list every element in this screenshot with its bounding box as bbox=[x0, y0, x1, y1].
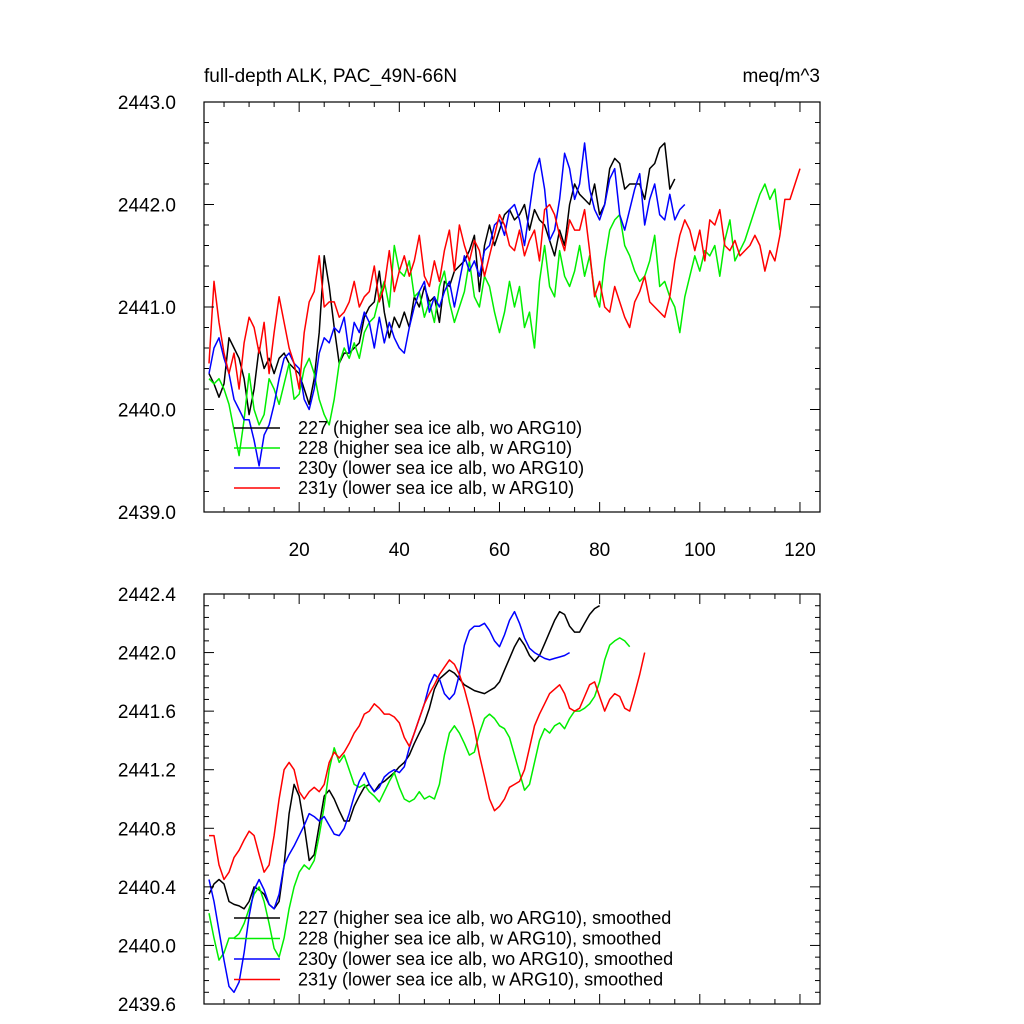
x-tick-label: 100 bbox=[684, 540, 716, 561]
top-series-group bbox=[208, 142, 801, 467]
x-tick-label: 80 bbox=[589, 540, 610, 561]
x-tick-label: 120 bbox=[784, 540, 816, 561]
x-tick-label: 20 bbox=[289, 540, 310, 561]
legend-label: 228 (higher sea ice alb, w ARG10), smoot… bbox=[298, 929, 661, 949]
y-tick-label: 2440.4 bbox=[118, 878, 177, 899]
bottom-axis-ticks: 2439.6 2440.0 2440.4 2440.8 2441.2 2441.6 2442… bbox=[118, 585, 820, 1016]
legend-label: 227 (higher sea ice alb, wo ARG10) bbox=[298, 418, 582, 438]
legend-label: 230y (lower sea ice alb, wo ARG10) bbox=[298, 458, 584, 478]
y-tick-label: 2440.0 bbox=[118, 401, 176, 422]
bottom-series-group bbox=[208, 605, 646, 994]
y-tick-label: 2441.6 bbox=[118, 702, 176, 723]
legend-label: 230y (lower sea ice alb, wo ARG10), smoo… bbox=[298, 949, 673, 969]
x-tick-label: 60 bbox=[489, 540, 510, 561]
y-tick-label: 2440.0 bbox=[118, 936, 176, 957]
y-tick-label: 2442.4 bbox=[118, 585, 177, 606]
top-legend: 227 (higher sea ice alb, wo ARG10)228 (h… bbox=[234, 418, 584, 498]
series-line-1 bbox=[208, 142, 676, 416]
y-tick-label: 2441.0 bbox=[118, 298, 176, 319]
legend-label: 227 (higher sea ice alb, wo ARG10), smoo… bbox=[298, 908, 671, 928]
series-line-4 bbox=[209, 652, 646, 881]
series-line-3 bbox=[208, 142, 686, 467]
top-chart-panel: full-depth ALK, PAC_49N-66N meq/m^3 2439… bbox=[118, 66, 821, 561]
x-tick-label: 40 bbox=[389, 540, 410, 561]
series-line-1 bbox=[208, 605, 600, 910]
bottom-chart-panel: 2439.6 2440.0 2440.4 2440.8 2441.2 2441.6 2442… bbox=[118, 585, 821, 1016]
bottom-plot-frame bbox=[203, 593, 821, 1005]
series-line-4 bbox=[208, 168, 801, 390]
series-line-3 bbox=[208, 610, 570, 994]
series-line-2 bbox=[208, 183, 781, 457]
y-tick-label: 2439.0 bbox=[118, 503, 176, 524]
legend-label: 228 (higher sea ice alb, w ARG10) bbox=[298, 438, 572, 458]
legend-label: 231y (lower sea ice alb, w ARG10) bbox=[298, 478, 574, 498]
chart-title: full-depth ALK, PAC_49N-66N bbox=[204, 66, 457, 87]
bottom-legend: 227 (higher sea ice alb, wo ARG10), smoo… bbox=[234, 908, 673, 990]
y-tick-label: 2442.0 bbox=[118, 644, 176, 665]
y-tick-label: 2440.8 bbox=[118, 819, 176, 840]
y-tick-label: 2441.2 bbox=[118, 761, 176, 782]
y-tick-label: 2443.0 bbox=[118, 93, 176, 114]
y-tick-label: 2442.0 bbox=[118, 196, 176, 217]
series-line-2 bbox=[208, 637, 631, 961]
units-label: meq/m^3 bbox=[742, 66, 820, 87]
legend-label: 231y (lower sea ice alb, w ARG10), smoot… bbox=[298, 970, 663, 990]
top-axis-ticks: 2439.0 2440.0 2441.0 2442.0 2443.0 20 40 60 80 10… bbox=[118, 93, 820, 561]
y-tick-label: 2439.6 bbox=[118, 995, 176, 1016]
